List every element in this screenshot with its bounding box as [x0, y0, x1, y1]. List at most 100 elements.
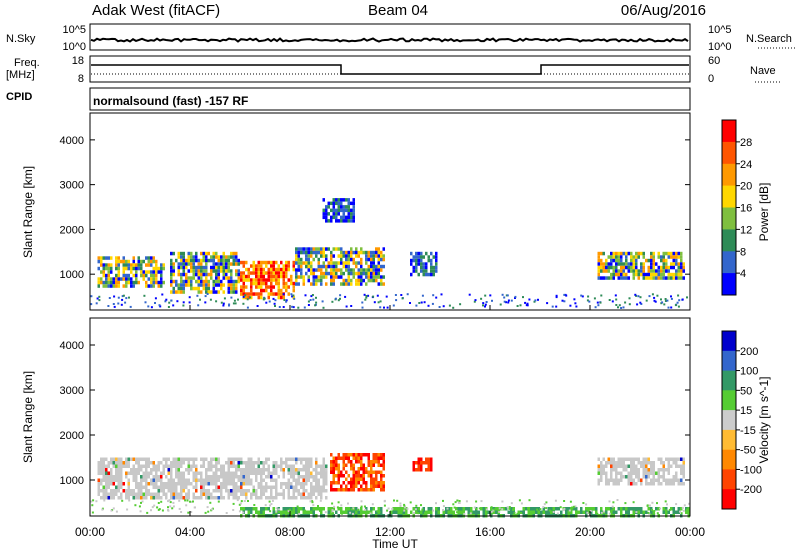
- heatmap-cell: [207, 475, 210, 479]
- heatmap-cell: [130, 457, 133, 461]
- heatmap-cell: [600, 269, 603, 273]
- heatmap-cell: [615, 255, 618, 259]
- heatmap-cell: [672, 251, 675, 256]
- heatmap-cell: [630, 471, 633, 475]
- heatmap-cell: [650, 510, 653, 514]
- heatmap-cell: [315, 482, 318, 486]
- heatmap-cell: [660, 255, 663, 259]
- heatmap-cell: [158, 304, 161, 307]
- heatmap-cell: [320, 485, 323, 489]
- heatmap-cell: [125, 496, 128, 500]
- heatmap-cell: [342, 453, 345, 457]
- heatmap-cell: [412, 468, 415, 472]
- heatmap-cell: [297, 510, 300, 514]
- heatmap-cell: [536, 508, 539, 511]
- heatmap-cell: [287, 478, 290, 482]
- heatmap-cell: [670, 478, 673, 482]
- heatmap-cell: [332, 460, 335, 464]
- heatmap-cell: [630, 461, 633, 465]
- heatmap-cell: [315, 471, 318, 475]
- heatmap-cell: [282, 461, 285, 465]
- colorbar-segment: [722, 120, 736, 143]
- heatmap-cell: [362, 481, 365, 485]
- heatmap-cell: [514, 295, 517, 298]
- heatmap-cell: [508, 507, 511, 510]
- heatmap-cell: [142, 270, 145, 274]
- heatmap-cell: [275, 292, 278, 296]
- heatmap-cell: [220, 286, 223, 291]
- heatmap-cell: [377, 257, 380, 262]
- heatmap-cell: [192, 478, 195, 482]
- heatmap-cell: [250, 288, 253, 293]
- heatmap-cell: [265, 468, 268, 472]
- heatmap-cell: [627, 276, 630, 280]
- heatmap-cell: [310, 475, 313, 479]
- heatmap-cell: [347, 208, 350, 213]
- heatmap-cell: [537, 507, 540, 511]
- heatmap-cell: [581, 295, 584, 298]
- heatmap-cell: [650, 482, 653, 486]
- heatmap-cell: [670, 251, 673, 256]
- heatmap-cell: [234, 302, 237, 305]
- freq-label: Freq.: [14, 57, 40, 69]
- heatmap-cell: [207, 489, 210, 493]
- heatmap-cell: [137, 256, 140, 260]
- heatmap-cell: [210, 461, 213, 465]
- heatmap-cell: [227, 471, 230, 475]
- heatmap-cell: [510, 510, 513, 514]
- heatmap-cell: [375, 268, 378, 272]
- heatmap-cell: [382, 456, 385, 460]
- heatmap-cell: [295, 257, 298, 262]
- heatmap-cell: [257, 278, 260, 282]
- heatmap-cell: [677, 269, 680, 273]
- heatmap-cell: [586, 511, 589, 514]
- heatmap-cell: [370, 275, 373, 279]
- heatmap-cell: [240, 288, 243, 293]
- heatmap-cell: [403, 509, 406, 512]
- colorbar-segment: [722, 410, 736, 431]
- heatmap-cell: [545, 507, 548, 510]
- heatmap-cell: [97, 468, 100, 472]
- heatmap-cell: [185, 283, 188, 287]
- heatmap-cell: [484, 294, 487, 297]
- heatmap-cell: [337, 205, 340, 209]
- heatmap-cell: [342, 510, 345, 514]
- heatmap-cell: [642, 468, 645, 472]
- heatmap-cell: [680, 478, 683, 482]
- heatmap-cell: [332, 247, 335, 251]
- heatmap-cell: [190, 269, 193, 273]
- heatmap-cell: [160, 489, 163, 493]
- heatmap-cell: [197, 478, 200, 482]
- heatmap-cell: [665, 457, 668, 461]
- heatmap-cell: [615, 265, 618, 270]
- heatmap-cell: [130, 492, 133, 496]
- heatmap-cell: [170, 489, 173, 493]
- heatmap-cell: [350, 463, 353, 467]
- heatmap-cell: [192, 464, 195, 468]
- heatmap-cell: [322, 264, 325, 269]
- heatmap-cell: [187, 489, 190, 493]
- heatmap-cell: [110, 457, 113, 461]
- heatmap-cell: [627, 251, 630, 256]
- heatmap-cell: [325, 471, 328, 475]
- heatmap-cell: [662, 255, 665, 259]
- heatmap-cell: [280, 274, 283, 279]
- heatmap-cell: [670, 276, 673, 280]
- heatmap-cell: [457, 507, 460, 511]
- heatmap-cell: [215, 269, 218, 273]
- heatmap-cell: [432, 255, 435, 259]
- heatmap-cell: [227, 457, 230, 461]
- heatmap-cell: [380, 481, 383, 485]
- heatmap-cell: [290, 464, 293, 468]
- heatmap-cell: [421, 508, 424, 511]
- heatmap-cell: [220, 475, 223, 479]
- heatmap-cell: [110, 492, 113, 496]
- heatmap-cell: [307, 278, 310, 283]
- heatmap-cell: [592, 508, 595, 511]
- heatmap-cell: [345, 219, 348, 223]
- heatmap-cell: [345, 257, 348, 262]
- heatmap-cell: [332, 507, 335, 511]
- heatmap-cell: [197, 304, 200, 307]
- heatmap-cell: [125, 471, 128, 475]
- heatmap-cell: [347, 278, 350, 283]
